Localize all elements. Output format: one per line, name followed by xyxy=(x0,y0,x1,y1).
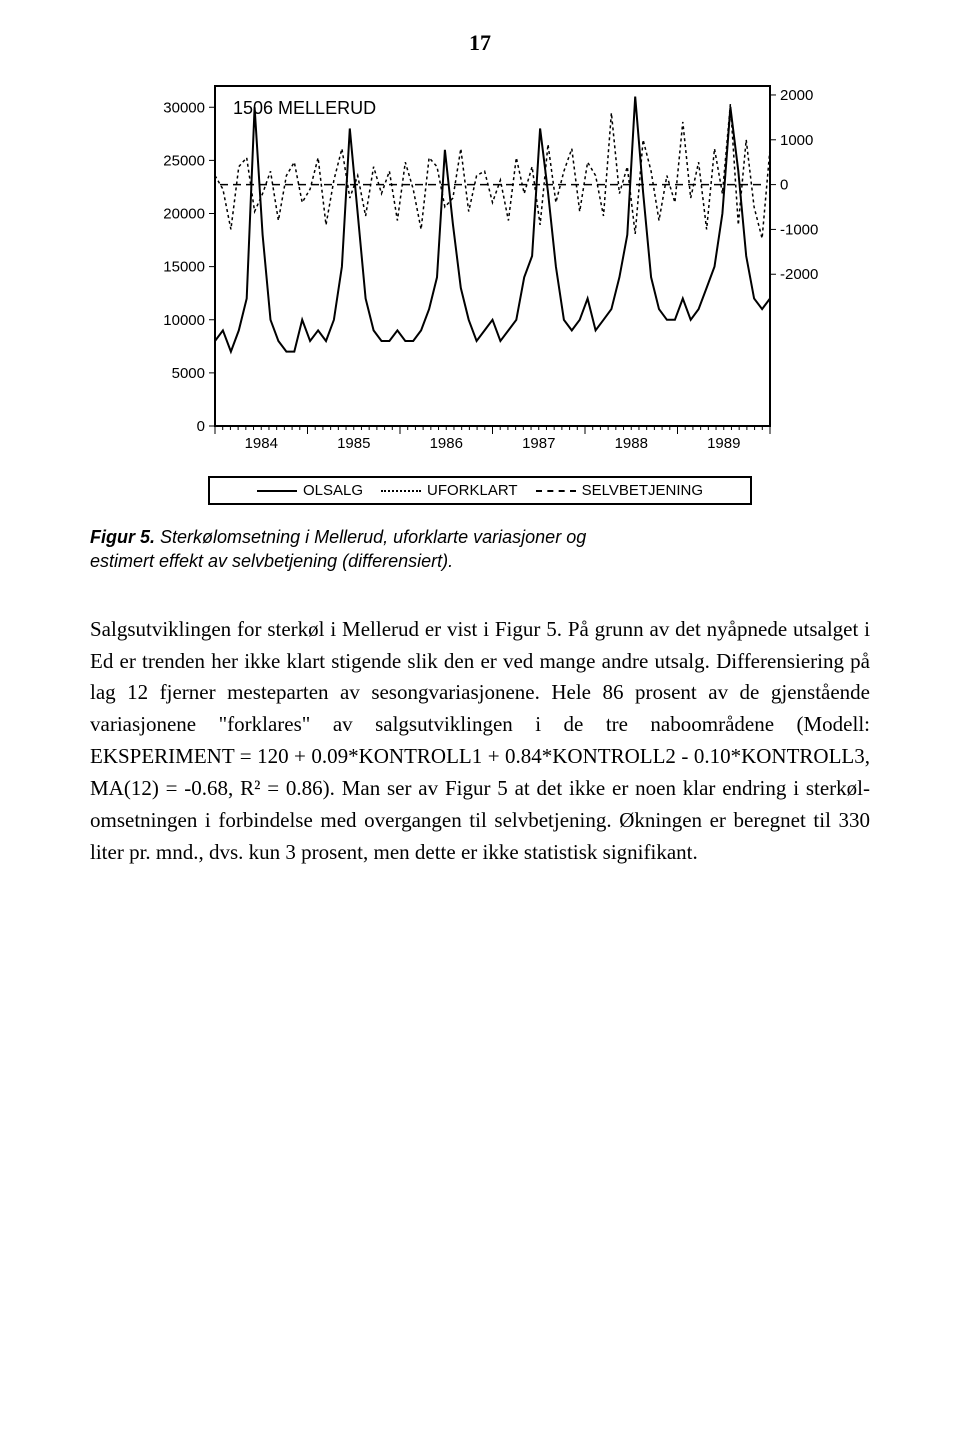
line-chart: 1506 MELLERUD050001000015000200002500030… xyxy=(130,66,830,466)
svg-text:1000: 1000 xyxy=(780,132,813,149)
svg-text:10000: 10000 xyxy=(163,312,205,329)
svg-text:20000: 20000 xyxy=(163,206,205,223)
svg-text:1986: 1986 xyxy=(430,435,463,452)
chart-legend: OLSALG UFORKLART SELVBETJENING xyxy=(208,476,752,505)
legend-item-selvbetjening: SELVBETJENING xyxy=(536,482,703,499)
svg-text:2000: 2000 xyxy=(780,87,813,104)
caption-text-2: estimert effekt av selvbetjening (differ… xyxy=(90,551,453,571)
svg-text:1989: 1989 xyxy=(707,435,740,452)
legend-label: UFORKLART xyxy=(427,482,518,499)
svg-text:5000: 5000 xyxy=(172,365,205,382)
svg-text:-2000: -2000 xyxy=(780,266,818,283)
page: 17 1506 MELLERUD050001000015000200002500… xyxy=(0,0,960,1440)
page-number: 17 xyxy=(90,30,870,56)
svg-text:25000: 25000 xyxy=(163,152,205,169)
caption-text-1: Sterkølomsetning i Mellerud, uforklarte … xyxy=(160,527,586,547)
svg-text:0: 0 xyxy=(197,418,205,435)
legend-label: OLSALG xyxy=(303,482,363,499)
legend-label: SELVBETJENING xyxy=(582,482,703,499)
legend-item-uforklart: UFORKLART xyxy=(381,482,518,499)
chart-container: 1506 MELLERUD050001000015000200002500030… xyxy=(130,66,830,466)
legend-item-olsalg: OLSALG xyxy=(257,482,363,499)
figure-caption: Figur 5. Sterkølomsetning i Mellerud, uf… xyxy=(90,525,870,574)
svg-text:1985: 1985 xyxy=(337,435,370,452)
svg-text:1987: 1987 xyxy=(522,435,555,452)
svg-text:15000: 15000 xyxy=(163,259,205,276)
svg-text:1984: 1984 xyxy=(245,435,278,452)
legend-line-dashed xyxy=(536,490,576,492)
svg-text:0: 0 xyxy=(780,177,788,194)
caption-lead: Figur 5. xyxy=(90,527,155,547)
svg-text:-1000: -1000 xyxy=(780,221,818,238)
svg-text:1988: 1988 xyxy=(615,435,648,452)
svg-text:30000: 30000 xyxy=(163,99,205,116)
legend-line-dotted xyxy=(381,490,421,492)
legend-line-solid xyxy=(257,490,297,492)
body-paragraph: Salgsutviklingen for sterkøl i Mellerud … xyxy=(90,614,870,869)
